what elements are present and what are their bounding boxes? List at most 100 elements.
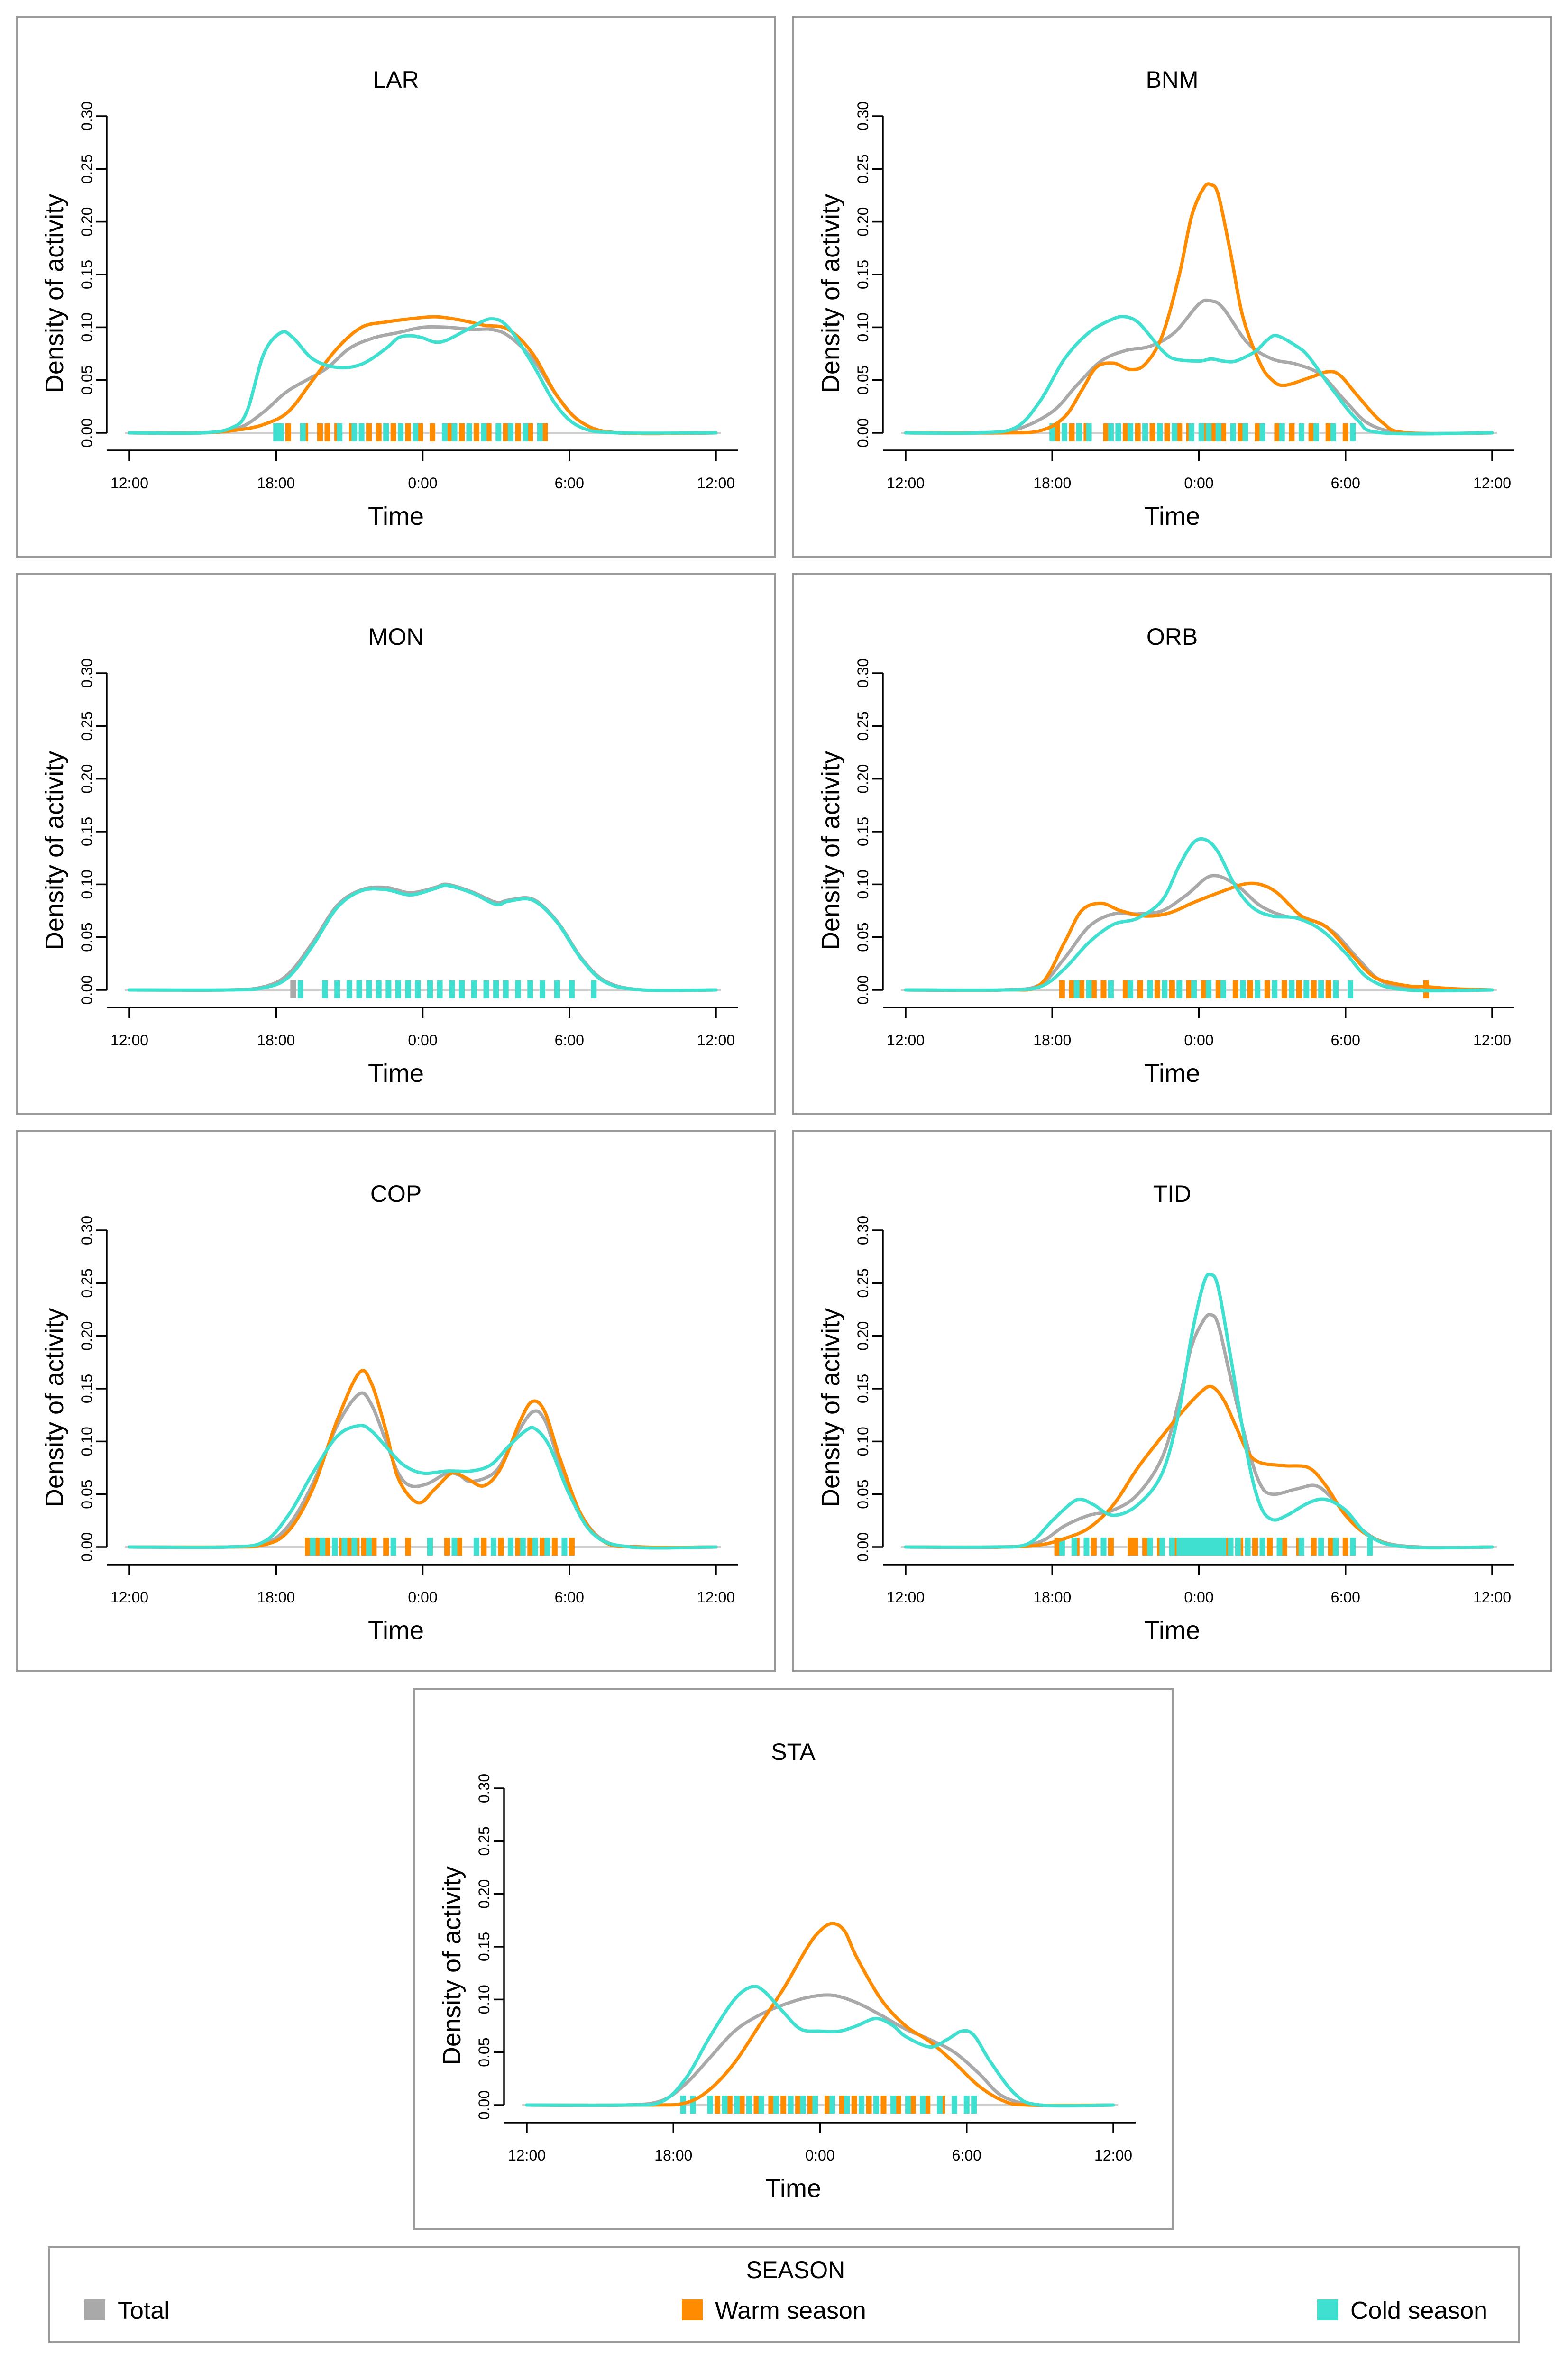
x-tick-label: 12:00: [1094, 2147, 1132, 2164]
rug-tick-cold: [1298, 1538, 1304, 1556]
x-tick-label: 6:00: [1331, 475, 1360, 492]
rug-tick-cold: [1142, 423, 1148, 441]
rug-tick-warm: [314, 1538, 321, 1556]
rug-tick-warm: [807, 2096, 813, 2114]
rug-tick-warm: [1100, 980, 1107, 998]
rug-tick-cold: [963, 2096, 970, 2114]
rug-tick-cold: [1147, 1538, 1153, 1556]
rug-tick-cold: [1147, 980, 1153, 998]
series-line-warm: [904, 881, 1494, 992]
rug-tick-warm: [486, 423, 492, 441]
legend-label-warm: Warm season: [715, 2297, 866, 2325]
y-tick-label: 0.25: [854, 154, 871, 183]
rug-tick-cold: [758, 2096, 764, 2114]
rug-tick-cold: [527, 980, 533, 998]
rug-tick-warm: [1215, 980, 1221, 998]
y-tick-label: 0.10: [78, 312, 95, 342]
rug-tick-warm: [715, 2096, 721, 2114]
series-line-warm: [128, 1369, 718, 1549]
y-tick-label: 0.15: [78, 1374, 95, 1403]
x-axis-label: Time: [368, 1059, 424, 1088]
y-tick-label: 0.30: [78, 659, 95, 688]
x-tick-label: 18:00: [1033, 1589, 1071, 1606]
rug-tick-warm: [498, 1538, 504, 1556]
y-axis-label: Density of activity: [816, 1308, 845, 1507]
rug-tick-cold: [890, 2096, 897, 2114]
rug-tick-warm: [851, 2096, 857, 2114]
rug-tick-warm: [324, 423, 330, 441]
rug-tick-total: [290, 980, 296, 998]
rug-tick-warm: [481, 1538, 487, 1556]
rug-tick-cold: [1255, 980, 1261, 998]
rug-tick-warm: [540, 1538, 546, 1556]
x-tick-label: 18:00: [1033, 475, 1071, 492]
legend-swatch-total: [84, 2299, 105, 2320]
x-axis-label: Time: [1144, 502, 1200, 531]
rug-tick-warm: [551, 1538, 558, 1556]
y-tick-label: 0.20: [854, 207, 871, 237]
rug-tick-warm: [376, 423, 382, 441]
rug-tick-cold: [1318, 980, 1324, 998]
chart-panel-bnm: BNM 0.00 0.05 0.10 0.15 0.20 0.25 0.30 12:00 18:0…: [792, 16, 1552, 558]
rug-tick-warm: [1311, 1538, 1317, 1556]
x-tick-label: 12:00: [697, 1589, 735, 1606]
x-tick-label: 18:00: [257, 1032, 295, 1049]
rug-tick-cold: [1157, 423, 1163, 441]
rug-tick-warm: [1238, 423, 1244, 441]
panel-frame: [413, 1688, 1174, 2230]
rug-tick-warm: [405, 1538, 411, 1556]
rug-tick-warm: [1091, 1538, 1097, 1556]
rug-tick-cold: [483, 980, 489, 998]
y-tick-label: 0.20: [854, 764, 871, 794]
rug-tick-cold: [1259, 423, 1265, 441]
chart-title: TID: [1153, 1181, 1192, 1207]
series-line-cold: [904, 1273, 1494, 1550]
rug-tick-warm: [1142, 1538, 1148, 1556]
rug-tick-warm: [1247, 980, 1253, 998]
y-tick-label: 0.20: [476, 1879, 493, 1909]
y-tick-label: 0.25: [78, 154, 95, 183]
x-tick-label: 12:00: [1473, 1032, 1511, 1049]
rug-tick-warm: [910, 2096, 916, 2114]
rug-tick-cold: [1348, 980, 1354, 998]
rug-tick-cold: [844, 2096, 850, 2114]
rug-tick-cold: [971, 2096, 977, 2114]
panel-frame: [16, 16, 776, 558]
rug-tick-warm: [1069, 423, 1075, 441]
rug-tick-cold: [537, 423, 543, 441]
x-tick-label: 12:00: [110, 475, 148, 492]
series-line-total: [904, 874, 1494, 992]
rug-tick-cold: [1086, 423, 1092, 441]
x-tick-label: 0:00: [408, 475, 437, 492]
rug-tick-cold: [544, 1538, 550, 1556]
rug-tick-warm: [1137, 980, 1143, 998]
chart-panel-orb: ORB 0.00 0.05 0.10 0.15 0.20 0.25 0.30 12:00 18:0…: [792, 573, 1552, 1115]
rug-tick-cold: [1198, 423, 1204, 441]
rug-tick-warm: [430, 423, 436, 441]
rug-tick-warm: [1169, 980, 1175, 998]
rug-tick-warm: [317, 423, 323, 441]
rug-tick-cold: [1235, 1538, 1241, 1556]
rug-tick-warm: [417, 423, 423, 441]
rug-tick-cold: [405, 980, 411, 998]
y-tick-label: 0.00: [854, 975, 871, 1005]
rug-tick-cold: [1313, 423, 1319, 441]
rug-tick-cold: [473, 1538, 479, 1556]
rug-tick-cold: [322, 980, 328, 998]
rug-tick-warm: [1149, 423, 1155, 441]
rug-tick-cold: [591, 980, 597, 998]
rug-tick-cold: [1333, 1538, 1339, 1556]
panel-frame: [16, 573, 776, 1115]
panel-frame: [792, 1130, 1552, 1672]
rug-tick-warm: [405, 423, 411, 441]
y-tick-label: 0.00: [854, 1532, 871, 1562]
rug-tick-cold: [490, 1538, 496, 1556]
rug-tick-warm: [1266, 1538, 1273, 1556]
y-tick-label: 0.25: [854, 1268, 871, 1298]
rug-tick-cold: [471, 980, 477, 998]
rug-tick-cold: [1350, 1538, 1356, 1556]
rug-tick-cold: [278, 423, 284, 441]
legend-title: SEASON: [746, 2257, 845, 2283]
rug-tick-warm: [895, 2096, 901, 2114]
rug-tick-cold: [1333, 980, 1339, 998]
